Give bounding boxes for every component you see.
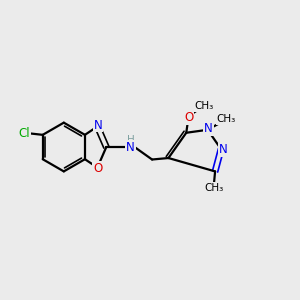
Text: N: N bbox=[204, 122, 213, 135]
Text: N: N bbox=[219, 143, 228, 156]
Text: CH₃: CH₃ bbox=[204, 183, 223, 193]
Text: CH₃: CH₃ bbox=[217, 114, 236, 124]
Text: N: N bbox=[94, 118, 102, 131]
Text: O: O bbox=[93, 162, 103, 175]
Text: CH₃: CH₃ bbox=[194, 101, 213, 111]
Text: Cl: Cl bbox=[18, 127, 30, 140]
Text: N: N bbox=[126, 140, 135, 154]
Text: H: H bbox=[127, 136, 135, 146]
Text: O: O bbox=[184, 111, 193, 124]
